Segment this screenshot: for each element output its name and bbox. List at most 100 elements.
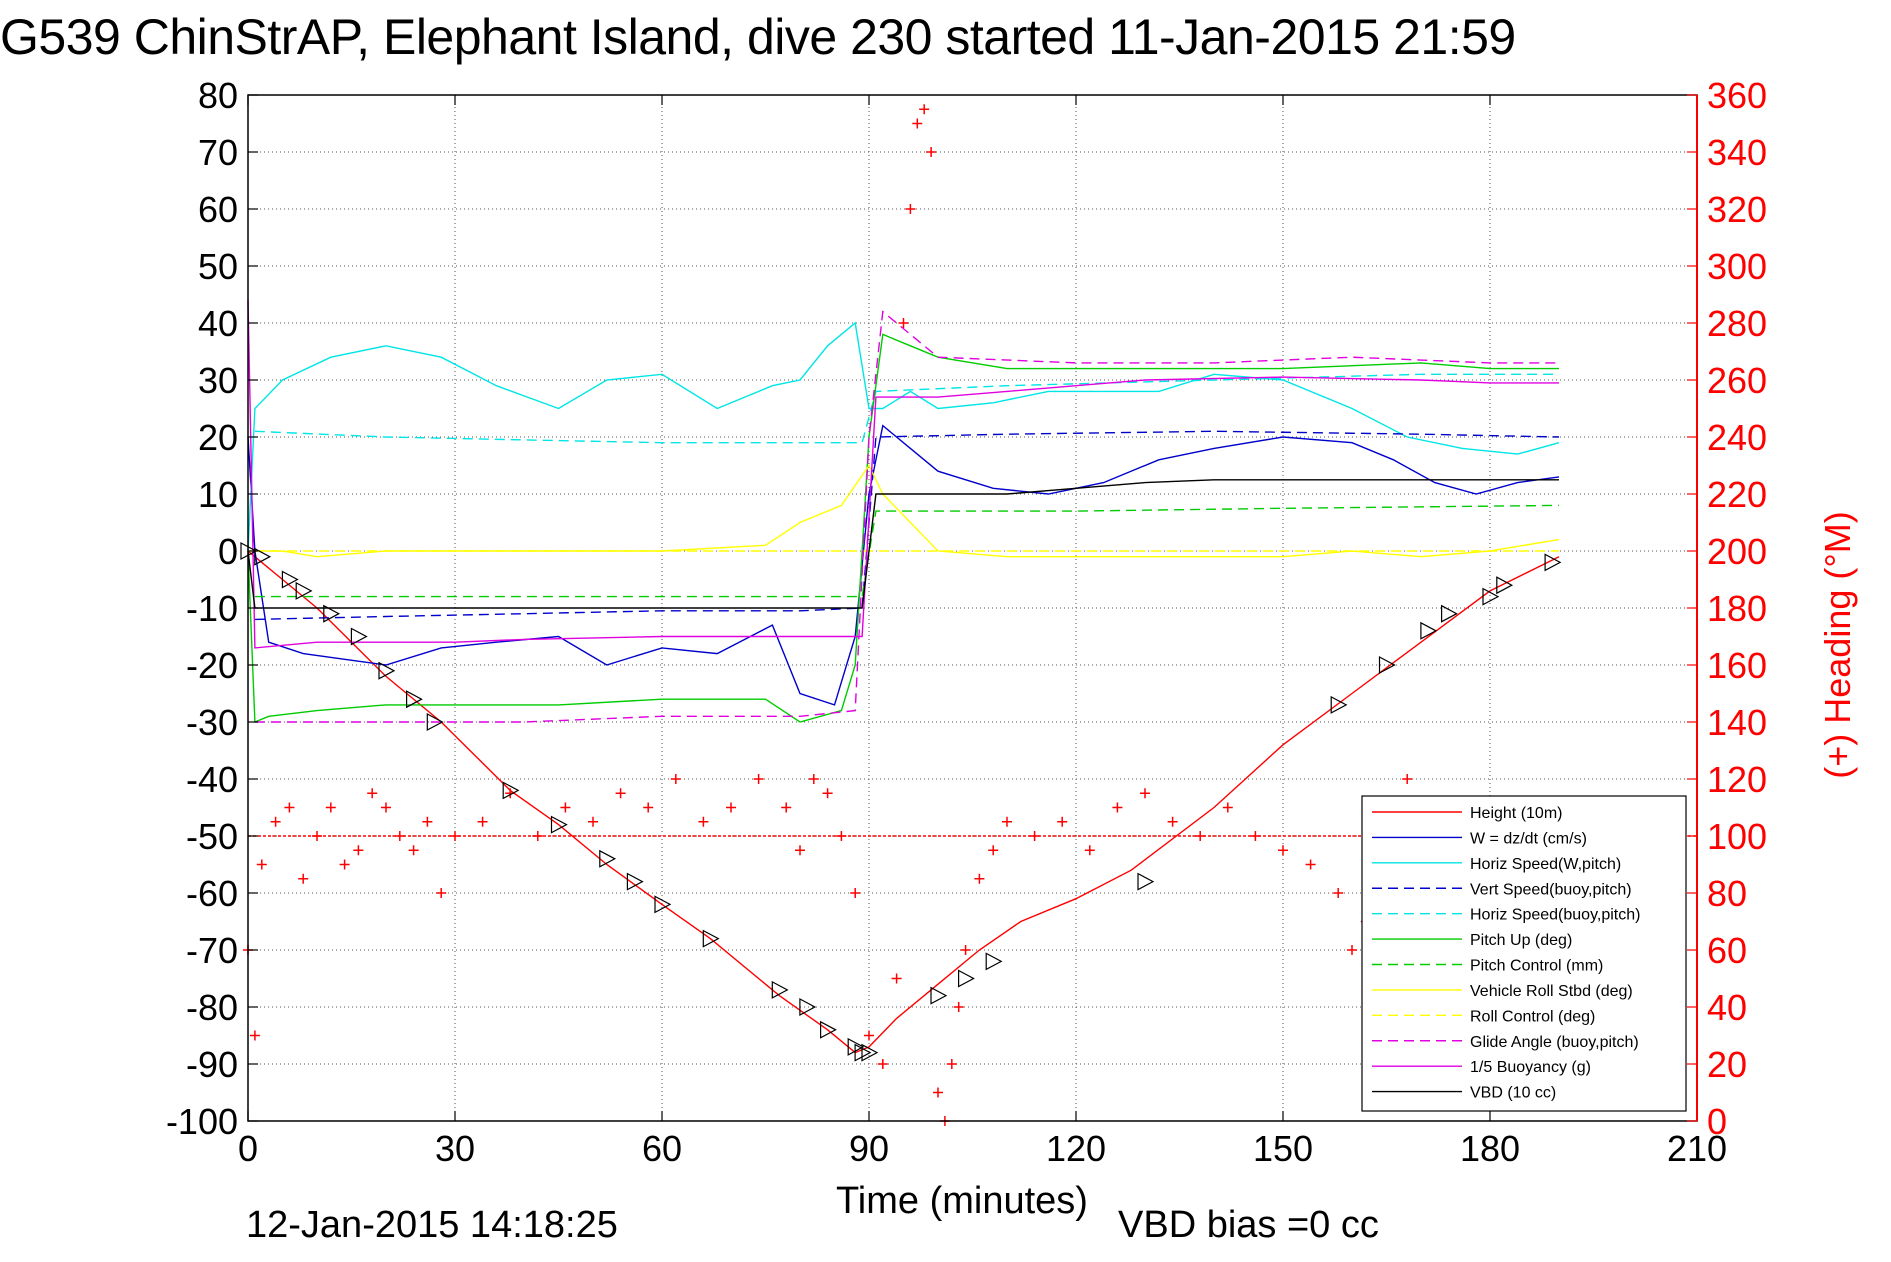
heading-point [367, 788, 378, 799]
heading-point [891, 973, 902, 984]
legend-label: Roll Control (deg) [1470, 1008, 1595, 1025]
heading-point [953, 1002, 964, 1012]
heading-point [1402, 774, 1413, 784]
dive-marker [626, 872, 644, 891]
y-tick-label: -70 [186, 930, 238, 971]
y-tick-label: 30 [198, 360, 238, 401]
heading-point [898, 318, 909, 328]
heading-point [312, 831, 322, 841]
dive-marker [1330, 695, 1348, 714]
heading-point [615, 788, 626, 799]
y-tick-label: -100 [166, 1101, 238, 1142]
heading-point [808, 774, 819, 784]
dive-marker [702, 929, 720, 948]
heading-point [960, 945, 971, 955]
heading-point [284, 802, 295, 813]
y2-tick-label: 360 [1707, 75, 1767, 116]
y-tick-label: 10 [198, 474, 238, 515]
y2-tick-label: 120 [1707, 759, 1767, 800]
heading-point [1250, 831, 1261, 841]
y2-tick-label: 260 [1707, 360, 1767, 401]
heading-point [1222, 802, 1233, 813]
series-line [247, 424, 1560, 706]
heading-point [988, 845, 999, 856]
y2-tick-label: 300 [1707, 246, 1767, 287]
y2-tick-label: 340 [1707, 132, 1767, 173]
y-tick-label: 70 [198, 132, 238, 173]
heading-point [249, 1030, 260, 1041]
heading-point [1057, 816, 1068, 827]
heading-point [919, 104, 930, 115]
heading-point [353, 845, 364, 856]
legend-label: Vert Speed(buoy,pitch) [1470, 881, 1632, 898]
heading-point [753, 774, 764, 784]
heading-point [836, 831, 847, 841]
x-tick-label: 210 [1667, 1128, 1727, 1169]
y-tick-label: 40 [198, 303, 238, 344]
heading-point [339, 859, 350, 870]
dive-marker [1544, 553, 1562, 572]
series-line [247, 300, 1559, 649]
heading-point [933, 1087, 943, 1098]
y2-tick-label: 220 [1707, 474, 1767, 515]
heading-point [325, 802, 336, 813]
x-tick-label: 0 [238, 1128, 258, 1169]
heading-point [436, 888, 447, 898]
y-tick-label: -60 [186, 873, 238, 914]
dive-marker [550, 815, 568, 834]
heading-point [877, 1059, 888, 1069]
x-tick-label: 60 [642, 1128, 682, 1169]
y2-tick-label: 80 [1707, 873, 1747, 914]
heading-point [926, 147, 937, 157]
dive-marker [654, 895, 672, 914]
heading-point [588, 816, 598, 827]
y2-tick-label: 180 [1707, 588, 1767, 629]
y2-tick-label: 160 [1707, 645, 1767, 686]
heading-point [643, 802, 654, 813]
legend-label: Pitch Control (mm) [1470, 958, 1603, 975]
heading-point [698, 816, 709, 827]
heading-point [1140, 788, 1150, 799]
timestamp: 12-Jan-2015 14:18:25 [246, 1204, 618, 1246]
legend-label: Glide Angle (buoy,pitch) [1470, 1034, 1639, 1051]
heading-point [822, 788, 833, 799]
x-tick-label: 150 [1253, 1128, 1313, 1169]
heading-point [532, 831, 543, 841]
heading-point [670, 774, 681, 784]
dive-marker [861, 1043, 879, 1062]
y2-tick-label: 200 [1707, 531, 1767, 572]
heading-point [864, 1030, 874, 1041]
y2-tick-label: 100 [1707, 816, 1767, 857]
y-tick-label: 50 [198, 246, 238, 287]
y-tick-label: -40 [186, 759, 238, 800]
legend-label: Horiz Speed(W,pitch) [1470, 856, 1621, 873]
x-tick-label: 120 [1046, 1128, 1106, 1169]
y-tick-label: -10 [186, 588, 238, 629]
dive-marker [599, 849, 617, 868]
y-tick-label: -80 [186, 987, 238, 1028]
dive-marker [930, 986, 948, 1005]
legend-label: W = dz/dt (cm/s) [1470, 830, 1587, 847]
heading-point [795, 845, 805, 856]
heading-point [450, 831, 460, 841]
y-tick-label: -20 [186, 645, 238, 686]
x-tick-label: 30 [435, 1128, 475, 1169]
heading-point [1278, 845, 1288, 856]
heading-point [946, 1059, 957, 1069]
legend-box [1361, 795, 1687, 1112]
y2-tick-label: 0 [1707, 1101, 1727, 1142]
heading-point [477, 816, 488, 827]
dive-marker [799, 998, 817, 1016]
y-tick-label: 20 [198, 417, 238, 458]
dive-marker [426, 713, 444, 731]
series-line [247, 321, 1560, 552]
dive-marker [958, 969, 975, 988]
legend-label: Pitch Up (deg) [1470, 932, 1572, 949]
dive-marker [281, 570, 299, 589]
heading-point [905, 204, 916, 214]
heading-point [394, 831, 405, 841]
y2-tick-label: 320 [1707, 189, 1767, 230]
chart-title: G539 ChinStrAP, Elephant Island, dive 23… [0, 9, 1516, 65]
series-line [248, 464, 1560, 558]
